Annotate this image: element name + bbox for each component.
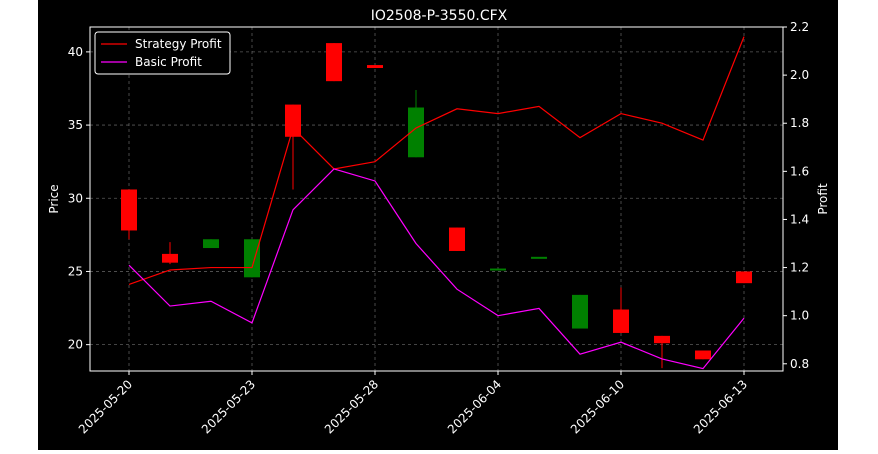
left-tick-label-0: 20 <box>68 338 83 352</box>
legend-box <box>94 31 231 75</box>
candle-body-15 <box>736 271 752 284</box>
candle-body-0 <box>121 189 137 231</box>
candle-body-9 <box>490 268 506 271</box>
candle-body-7 <box>408 107 424 158</box>
right-tick-label-6: 2.0 <box>790 68 809 82</box>
figure-background <box>38 0 838 450</box>
candle-body-13 <box>654 335 670 344</box>
strategy-profit-line <box>128 36 745 285</box>
candle-body-14 <box>695 350 711 360</box>
right-tick-label-0: 0.8 <box>790 357 809 371</box>
candle-body-2 <box>203 239 219 249</box>
legend: Strategy Profit Basic Profit <box>94 31 231 75</box>
chart-title: IO2508-P-3550.CFX <box>371 8 508 24</box>
right-tick-label-1: 1.0 <box>790 309 809 323</box>
left-tick-label-2: 30 <box>68 191 83 205</box>
candle-body-5 <box>326 43 342 82</box>
plot-frame <box>89 26 784 372</box>
candle-body-12 <box>613 309 629 333</box>
candle-body-8 <box>449 227 465 251</box>
candle-body-6 <box>367 65 383 68</box>
left-tick-label-3: 35 <box>68 118 83 132</box>
candle-body-4 <box>285 104 301 137</box>
legend-label-strategy: Strategy Profit <box>135 37 222 51</box>
candle-body-10 <box>531 256 547 259</box>
left-tick-label-1: 25 <box>68 264 83 278</box>
profit-lines <box>128 36 745 370</box>
left-tick-label-4: 40 <box>68 45 83 59</box>
left-y-axis: 20 25 30 35 40 <box>68 45 90 352</box>
right-tick-label-4: 1.6 <box>790 164 809 178</box>
right-tick-label-3: 1.4 <box>790 212 809 226</box>
chart-svg: 20 25 30 35 40 0.8 1.0 1.2 1.4 1.6 1.8 2.0 2.2 20 25… <box>38 0 838 450</box>
candle-body-1 <box>162 253 178 263</box>
right-tick-label-7: 2.2 <box>790 20 809 34</box>
right-tick-label-2: 1.2 <box>790 261 809 275</box>
right-axis-label: Profit <box>816 183 830 215</box>
basic-profit-line <box>128 168 745 370</box>
right-y-axis: 0.8 1.0 1.2 1.4 1.6 1.8 2.0 2.2 <box>783 20 809 371</box>
left-axis-label: Price <box>47 184 61 213</box>
chart-figure: 20 25 30 35 40 0.8 1.0 1.2 1.4 1.6 1.8 2.0 2.2 20 25… <box>38 0 838 450</box>
legend-label-basic: Basic Profit <box>135 55 202 69</box>
candle-body-3 <box>244 239 260 278</box>
candle-body-11 <box>572 294 588 329</box>
right-tick-label-5: 1.8 <box>790 116 809 130</box>
